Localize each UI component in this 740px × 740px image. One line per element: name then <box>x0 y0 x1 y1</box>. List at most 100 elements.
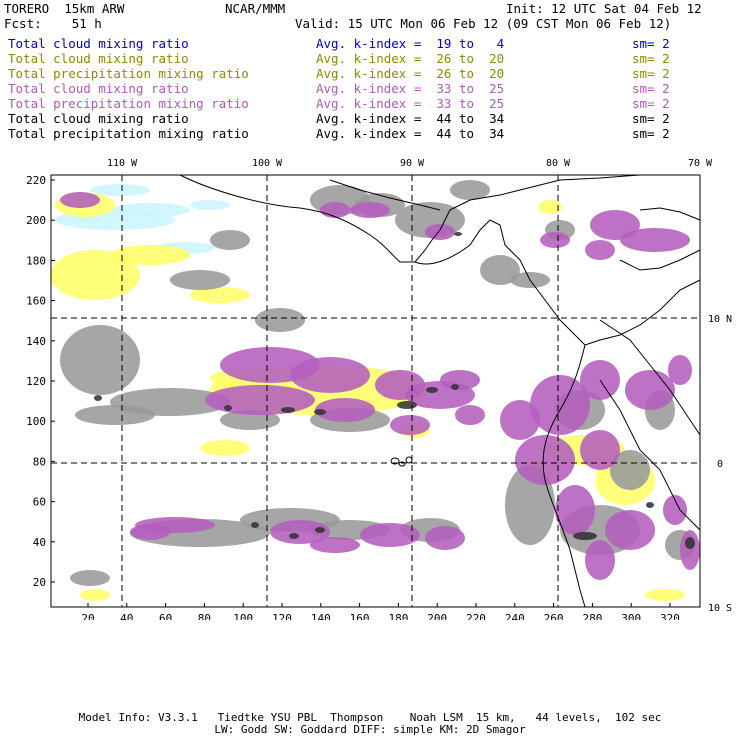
legend-row: Total precipitation mixing ratio Avg. k-i… <box>0 66 740 81</box>
cloud-patch-purple <box>680 530 700 570</box>
cloud-patch-dark <box>224 405 232 411</box>
x-tick-label: 160 <box>350 612 370 620</box>
cloud-patch-yellow <box>110 245 190 265</box>
cloud-patch-purple <box>360 523 420 547</box>
x-tick-label: 320 <box>660 612 680 620</box>
cloud-patch-gray <box>210 230 250 250</box>
legend-smoothing: sm= 2 <box>632 36 670 51</box>
cloud-patch-gray <box>70 570 110 586</box>
legend-index: Avg. k-index = 33 to 25 <box>316 96 505 111</box>
cloud-patch-gray <box>75 405 155 425</box>
legend-index: Avg. k-index = 19 to 4 <box>316 36 505 51</box>
longitude-label: 100 W <box>252 158 283 169</box>
cloud-patch-gray <box>610 450 650 490</box>
legend-row: Total cloud mixing ratio Avg. k-index = 3… <box>0 81 740 96</box>
legend-smoothing: sm= 2 <box>632 66 670 81</box>
cloud-patch-purple <box>455 405 485 425</box>
coastline <box>414 219 586 346</box>
latitude-labels: 10 N 0 10 S <box>708 314 732 614</box>
x-tick-label: 100 <box>233 612 253 620</box>
legend-smoothing: sm= 2 <box>632 111 670 126</box>
cloud-patch-purple <box>440 370 480 390</box>
forecast-hour: Fcst: 51 h <box>4 16 102 31</box>
cloud-patch-dark <box>314 409 326 415</box>
legend-smoothing: sm= 2 <box>632 51 670 66</box>
cloud-patch-purple <box>290 357 370 393</box>
y-tick-label: 200 <box>26 214 46 227</box>
y-tick-label: 80 <box>33 455 46 468</box>
cloud-patch-purple <box>270 520 330 544</box>
cloud-patch-purple <box>425 224 455 240</box>
cloud-patch-cyan <box>110 203 190 217</box>
x-tick-label: 60 <box>159 612 172 620</box>
legend-row: Total precipitation mixing ratio Avg. k-i… <box>0 96 740 111</box>
x-tick-label: 220 <box>466 612 486 620</box>
cloud-patch-dark <box>397 401 417 409</box>
cloud-patch-yellow <box>645 589 685 601</box>
cloud-patch-dark <box>315 527 325 533</box>
cloud-fields <box>50 180 700 601</box>
legend-smoothing: sm= 2 <box>632 81 670 96</box>
longitude-label: 110 W <box>107 158 138 169</box>
legend-row: Total cloud mixing ratio Avg. k-index = 2… <box>0 51 740 66</box>
cloud-patch-purple <box>620 228 690 252</box>
cloud-patch-dark <box>573 532 597 540</box>
latitude-label: 10 N <box>708 314 732 325</box>
y-tick-label: 220 <box>26 174 46 187</box>
y-tick-label: 180 <box>26 254 46 267</box>
cloud-patch-dark <box>685 537 695 549</box>
physics-info-line: LW: Godd SW: Goddard DIFF: simple KM: 2D… <box>214 723 526 736</box>
y-tick-label: 160 <box>26 295 46 308</box>
y-tick-label: 60 <box>33 496 46 509</box>
cloud-patch-purple <box>555 485 595 535</box>
cloud-patch-gray <box>220 410 280 430</box>
map-panel: 110 W 100 W 90 W 80 W 70 W 22020018016014012… <box>26 158 732 620</box>
coastline <box>599 379 701 531</box>
cloud-patch-dark <box>454 232 462 236</box>
legend-label: Total cloud mixing ratio <box>8 51 189 66</box>
cloud-patch-purple <box>590 210 640 240</box>
cloud-patch-purple <box>663 495 687 525</box>
cloud-patch-gray <box>505 465 555 545</box>
cloud-patch-dark <box>94 395 102 401</box>
cloud-patch-yellow <box>50 250 140 300</box>
x-tick-label: 240 <box>505 612 525 620</box>
model-info-line: Model Info: V3.3.1 Tiedtke YSU PBL Thomp… <box>78 711 662 724</box>
coastline <box>584 279 701 346</box>
y-tick-label: 100 <box>26 415 46 428</box>
legend-smoothing: sm= 2 <box>632 126 670 141</box>
legend-label: Total cloud mixing ratio <box>8 111 189 126</box>
x-tick-label: 20 <box>81 612 94 620</box>
coastline <box>542 344 586 608</box>
legend-label: Total cloud mixing ratio <box>8 36 189 51</box>
coastline <box>599 319 701 436</box>
coastline <box>619 249 701 271</box>
x-tick-label: 140 <box>311 612 331 620</box>
longitude-label: 80 W <box>546 158 571 169</box>
x-tick-label: 40 <box>120 612 133 620</box>
legend-index: Avg. k-index = 26 to 20 <box>316 66 505 81</box>
cloud-patch-cyan <box>190 200 230 210</box>
cloud-patch-gray <box>170 270 230 290</box>
cloud-patch-purple <box>530 375 590 435</box>
init-time: Init: 12 UTC Sat 04 Feb 12 <box>506 1 702 16</box>
cloud-patch-dark <box>251 522 259 528</box>
legend-label: Total cloud mixing ratio <box>8 81 189 96</box>
coastline <box>179 174 441 263</box>
latitude-label: 0 <box>717 459 723 470</box>
coastline <box>329 179 441 211</box>
cloud-patch-dark <box>426 387 438 393</box>
y-tick-label: 120 <box>26 375 46 388</box>
x-tick-label: 300 <box>621 612 641 620</box>
x-tick-label: 260 <box>544 612 564 620</box>
cloud-patch-purple <box>625 370 675 410</box>
cloud-patch-yellow <box>80 589 110 601</box>
cloud-patch-purple <box>580 430 620 470</box>
cloud-patch-purple <box>500 400 540 440</box>
x-tick-label: 80 <box>198 612 211 620</box>
legend-index: Avg. k-index = 44 to 34 <box>316 126 505 141</box>
cloud-patch-purple <box>515 435 575 485</box>
legend-label: Total precipitation mixing ratio <box>8 66 249 81</box>
cloud-patch-purple <box>205 385 315 415</box>
model-title: TORERO 15km ARW <box>4 1 125 16</box>
